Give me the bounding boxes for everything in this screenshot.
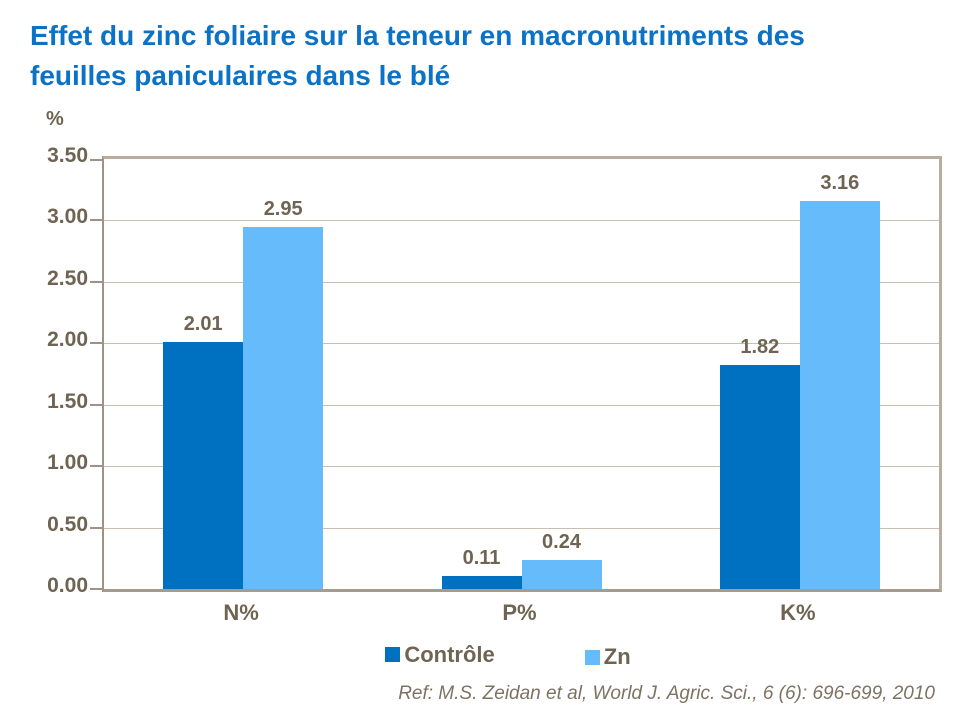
legend-marker-zn xyxy=(584,649,600,665)
bar-value-label: 0.24 xyxy=(542,530,581,553)
page-title: Effet du zinc foliaire sur la teneur en … xyxy=(30,16,805,96)
y-axis-tick xyxy=(90,159,102,161)
page-title-line-2: feuilles paniculaires dans le blé xyxy=(30,60,451,91)
gridline xyxy=(104,527,939,529)
bar-zn-K xyxy=(799,200,880,589)
y-tick-label: 1.50 xyxy=(47,389,88,413)
y-axis-tick xyxy=(90,280,102,283)
bar-contrôle-P xyxy=(441,575,522,589)
y-tick-label: 1.00 xyxy=(47,451,88,475)
bar-zn-N xyxy=(243,226,324,589)
x-category-label: P% xyxy=(502,600,537,625)
legend-label: Zn xyxy=(603,644,631,669)
legend-item-contrôle: Contrôle xyxy=(385,639,495,670)
bar-contrôle-N xyxy=(163,342,244,589)
y-tick-label: 2.00 xyxy=(47,328,88,352)
x-category-label: K% xyxy=(780,600,816,625)
chart-plot-area: 2.01 2.95 0.11 0.24 1.82 3.16 xyxy=(90,156,942,592)
legend-marker-contrôle xyxy=(385,647,401,662)
y-tick-label: 3.00 xyxy=(47,205,88,229)
gridline xyxy=(104,343,939,345)
y-axis-tick xyxy=(90,465,102,468)
y-tick-label: 0.50 xyxy=(47,512,88,536)
bar-value-label: 2.95 xyxy=(263,197,303,220)
x-axis-labels: N% P% K% xyxy=(102,600,940,630)
bar-value-label: 1.82 xyxy=(740,336,780,359)
gridline xyxy=(104,220,939,222)
bar-contrôle-K xyxy=(719,365,800,589)
gridline xyxy=(104,466,939,468)
bar-zn-P xyxy=(521,559,602,589)
y-tick-label: 0.00 xyxy=(47,574,88,597)
legend-item-zn: Zn xyxy=(584,644,631,670)
y-axis-tick xyxy=(90,219,102,222)
y-tick-label: 3.50 xyxy=(47,144,88,167)
reference-citation: Ref: M.S. Zeidan et al, World J. Agric. … xyxy=(398,683,935,704)
x-category-label: N% xyxy=(223,600,259,625)
bar-value-label: 2.01 xyxy=(183,313,223,336)
y-axis-tick xyxy=(90,588,102,590)
page-title-line-1: Effet du zinc foliaire sur la teneur en … xyxy=(30,20,805,51)
y-axis-tick xyxy=(90,403,102,406)
y-axis-tick xyxy=(90,526,102,529)
y-axis-tick xyxy=(90,342,102,345)
gridline xyxy=(104,404,939,406)
y-tick-label: 2.50 xyxy=(47,266,88,290)
y-axis-unit-label: % xyxy=(46,108,64,130)
bar-value-label: 0.11 xyxy=(462,546,501,569)
gridline xyxy=(104,281,939,283)
bar-value-label: 3.16 xyxy=(820,171,860,194)
chart-legend: Contrôle Zn xyxy=(28,639,960,670)
y-axis-labels: 0.00 0.50 1.00 1.50 2.00 2.50 3.00 3.50 xyxy=(0,144,88,597)
legend-label: Contrôle xyxy=(404,641,495,667)
